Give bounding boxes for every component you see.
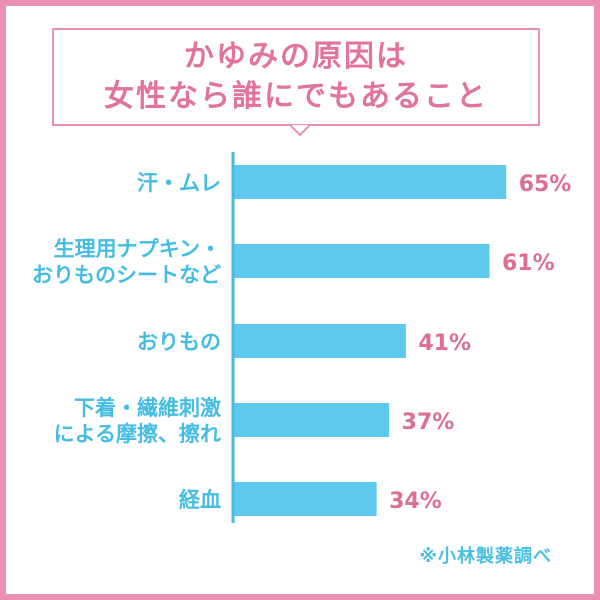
category-label-1-line-1: 汗・ムレ <box>137 171 221 195</box>
category-label-2-line-1: 生理用ナプキン・ <box>54 237 221 261</box>
bar-5 <box>234 482 377 516</box>
category-label-3-line-1: おりもの <box>137 330 221 354</box>
category-label-2-line-2: おりものシートなど <box>32 263 221 287</box>
title-box: かゆみの原因は 女性なら誰にでもあること <box>52 28 540 126</box>
value-label-3: 41% <box>418 331 471 356</box>
bar-3 <box>234 324 406 358</box>
category-label-5-line-1: 経血 <box>179 488 221 512</box>
value-label-4: 37% <box>402 410 455 435</box>
value-label-5: 34% <box>389 489 442 514</box>
category-label-4-line-1: 下着・繊維刺激 <box>74 396 221 420</box>
bar-4 <box>234 403 390 437</box>
category-label-4-line-2: による摩擦、擦れ <box>54 422 221 446</box>
value-label-2: 61% <box>502 251 555 276</box>
bar-1 <box>234 165 507 199</box>
bar-2 <box>234 244 490 278</box>
source-note: ※小林製薬調べ <box>419 546 552 567</box>
title-line-1: かゆみの原因は <box>184 39 408 74</box>
title-line-2: 女性なら誰にでもあること <box>104 79 488 114</box>
value-label-1: 65% <box>519 172 572 197</box>
